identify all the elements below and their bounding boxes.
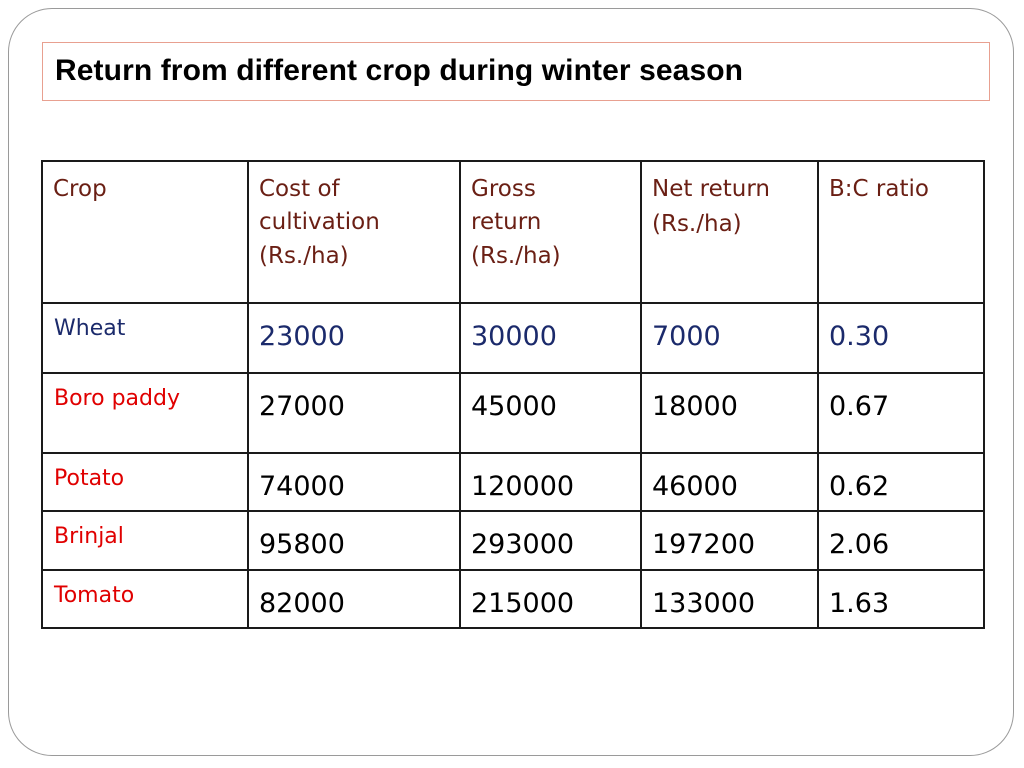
cost-value: 95800 bbox=[247, 510, 461, 571]
header-bc: B:C ratio bbox=[817, 160, 985, 304]
cost-value: 82000 bbox=[247, 569, 461, 629]
crop-name: Brinjal bbox=[41, 510, 249, 571]
gross-value: 120000 bbox=[459, 452, 642, 512]
net-value: 197200 bbox=[640, 510, 819, 571]
crop-return-table: Crop Cost of cultivation (Rs./ha) Gross … bbox=[41, 160, 985, 629]
header-crop: Crop bbox=[41, 160, 249, 304]
table-row: Brinjal 95800 293000 197200 2.06 bbox=[41, 510, 985, 571]
header-gross-line1: Gross bbox=[471, 176, 536, 202]
header-cost-line1: Cost of bbox=[259, 176, 340, 202]
net-value: 18000 bbox=[640, 372, 819, 454]
cost-value: 27000 bbox=[247, 372, 461, 454]
cost-value: 74000 bbox=[247, 452, 461, 512]
bc-value: 0.67 bbox=[817, 372, 985, 454]
gross-value: 45000 bbox=[459, 372, 642, 454]
table-row: Boro paddy 27000 45000 18000 0.67 bbox=[41, 372, 985, 454]
bc-value: 1.63 bbox=[817, 569, 985, 629]
page-title: Return from different crop during winter… bbox=[55, 54, 744, 87]
net-value: 133000 bbox=[640, 569, 819, 629]
gross-value: 30000 bbox=[459, 302, 642, 374]
crop-name: Potato bbox=[41, 452, 249, 512]
header-net-line1: Net return bbox=[652, 176, 771, 202]
gross-value: 215000 bbox=[459, 569, 642, 629]
crop-name: Wheat bbox=[41, 302, 249, 374]
header-net: Net return (Rs./ha) bbox=[640, 160, 819, 304]
header-cost-line2: cultivation bbox=[259, 209, 380, 235]
header-gross-line2: return bbox=[471, 209, 542, 235]
bc-value: 2.06 bbox=[817, 510, 985, 571]
bc-value: 0.62 bbox=[817, 452, 985, 512]
header-cost-unit: (Rs./ha) bbox=[259, 243, 349, 269]
table-row: Potato 74000 120000 46000 0.62 bbox=[41, 452, 985, 512]
table-row: Tomato 82000 215000 133000 1.63 bbox=[41, 569, 985, 629]
net-value: 7000 bbox=[640, 302, 819, 374]
header-gross: Gross return (Rs./ha) bbox=[459, 160, 642, 304]
title-box: Return from different crop during winter… bbox=[42, 42, 990, 101]
gross-value: 293000 bbox=[459, 510, 642, 571]
table-header-row: Crop Cost of cultivation (Rs./ha) Gross … bbox=[41, 160, 985, 304]
cost-value: 23000 bbox=[247, 302, 461, 374]
table-row: Wheat 23000 30000 7000 0.30 bbox=[41, 302, 985, 374]
header-cost: Cost of cultivation (Rs./ha) bbox=[247, 160, 461, 304]
header-crop-label: Crop bbox=[53, 176, 107, 202]
header-bc-label: B:C ratio bbox=[829, 176, 929, 202]
header-gross-unit: (Rs./ha) bbox=[471, 243, 561, 269]
bc-value: 0.30 bbox=[817, 302, 985, 374]
header-net-unit: (Rs./ha) bbox=[652, 211, 742, 237]
net-value: 46000 bbox=[640, 452, 819, 512]
crop-name: Boro paddy bbox=[41, 372, 249, 454]
crop-name: Tomato bbox=[41, 569, 249, 629]
